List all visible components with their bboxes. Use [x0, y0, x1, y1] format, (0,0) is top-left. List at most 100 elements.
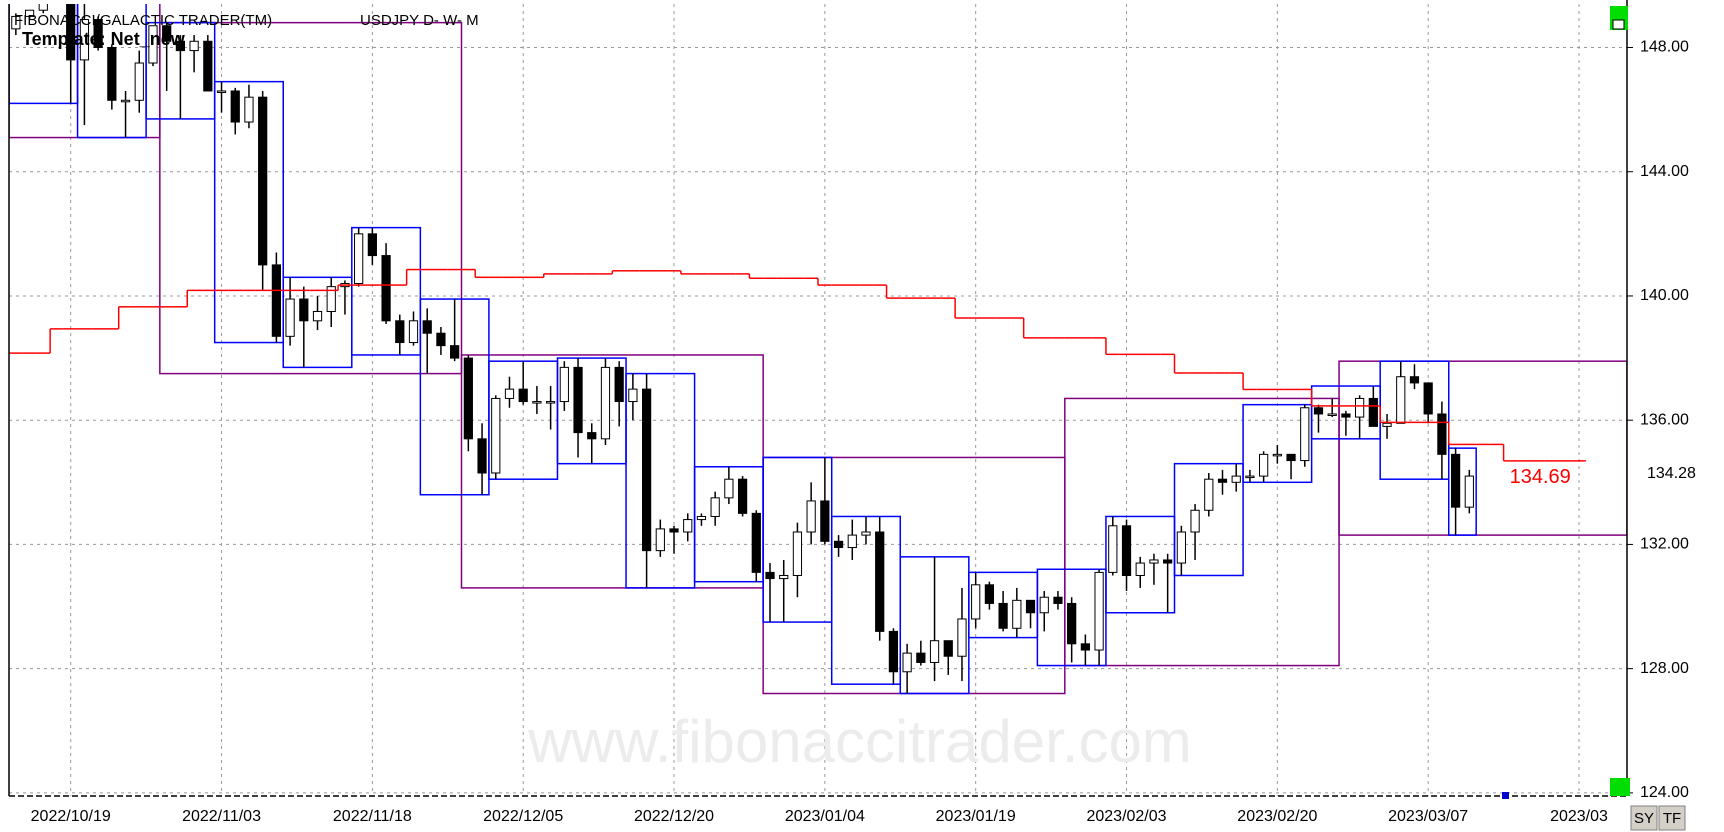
toolbar-button[interactable]	[1630, 805, 1658, 831]
x-tick-label: 2023/03/07	[1388, 808, 1468, 825]
candle-body	[175, 40, 186, 52]
weekly-box	[351, 226, 422, 356]
corner-marker-box	[1612, 19, 1625, 30]
candle-body	[751, 512, 761, 573]
candle-body	[888, 630, 899, 673]
candle-body	[436, 332, 446, 347]
candle-body	[1080, 643, 1090, 651]
candle-body	[367, 233, 377, 257]
weekly-box	[1173, 462, 1244, 577]
x-tick-label: 2022/11/18	[333, 808, 412, 825]
x-tick-label: 2022/10/19	[31, 808, 111, 825]
level-label: 134.69	[1510, 466, 1571, 488]
candle-body	[203, 40, 213, 92]
toolbar-button[interactable]	[1658, 805, 1686, 831]
toolbar-button-label: SY	[1634, 810, 1654, 827]
candle-body	[971, 584, 981, 620]
candle-body	[79, 19, 90, 61]
watermark: www.fibonaccitrader.com	[527, 708, 1192, 775]
candle-body	[710, 497, 720, 517]
candle-body	[600, 366, 611, 440]
candle-body	[655, 528, 665, 552]
chart-subtitle: USDJPY D- W- M	[360, 12, 479, 29]
candle-body	[1163, 559, 1173, 564]
candle-body	[312, 310, 323, 322]
candle-body	[1300, 407, 1310, 462]
candle-body	[1450, 453, 1461, 508]
weekly-box	[213, 80, 284, 344]
candle-body	[354, 233, 364, 285]
candle-body	[696, 515, 707, 521]
candle-body	[957, 618, 967, 657]
x-tick-label: 2022/12/05	[483, 808, 563, 825]
candle-body	[546, 401, 556, 404]
candle-body	[1464, 475, 1474, 508]
candle-body	[1313, 407, 1324, 415]
candle-body	[422, 320, 432, 334]
candle-body	[929, 640, 940, 663]
candle-body	[1245, 475, 1255, 479]
candle-body	[1149, 559, 1159, 564]
candle-body	[134, 62, 144, 101]
template-label: Template: Net_new	[22, 29, 186, 49]
plot-area	[9, 4, 1627, 695]
buttons: SY TF	[1630, 805, 1686, 831]
candle-body	[244, 96, 254, 123]
candle-body	[902, 652, 912, 673]
candle-body	[1053, 596, 1063, 604]
candle-body	[792, 531, 803, 576]
candle-body	[148, 25, 158, 64]
weekly-box	[1242, 403, 1313, 484]
monthly-box	[159, 21, 463, 375]
candle-body	[1355, 397, 1365, 418]
candle-body	[1368, 397, 1378, 427]
candle-body	[162, 25, 172, 42]
candle-body	[943, 640, 953, 657]
candle-body	[1108, 525, 1118, 573]
candle-body	[66, 4, 76, 61]
candle-body	[216, 90, 227, 93]
candle-body	[641, 388, 652, 552]
candle-body	[1396, 376, 1406, 424]
candle-body	[1409, 376, 1420, 384]
candle-body	[1025, 599, 1036, 614]
candle-body	[93, 19, 103, 48]
candle-body	[683, 519, 693, 533]
candle-body	[1423, 382, 1433, 415]
candle-body	[38, 4, 48, 11]
candle-body	[463, 357, 473, 440]
candle-body	[11, 15, 21, 30]
cursor-marker	[1502, 792, 1509, 799]
candle-body	[669, 528, 679, 533]
candle-body	[1341, 413, 1351, 418]
candle-body	[833, 540, 844, 549]
candle-body	[847, 534, 857, 549]
candle-body	[1286, 453, 1296, 462]
candle-body	[24, 9, 35, 17]
candle-body	[189, 40, 199, 52]
weekly-box	[1036, 568, 1107, 667]
candle-body	[984, 584, 995, 604]
candle-body	[1272, 453, 1282, 457]
chart-title: FIBONACCI/GALACTIC TRADER(TM)	[14, 12, 272, 29]
candle-body	[477, 438, 487, 474]
candle-body	[916, 652, 926, 663]
candle-body	[408, 320, 419, 344]
x-tick-label: 2023/02/20	[1237, 808, 1317, 825]
x-tick-label: 2023/01/04	[785, 808, 865, 825]
candle-body	[861, 531, 871, 536]
toolbar-button-label: TF	[1663, 810, 1681, 827]
candle-body	[1176, 531, 1186, 564]
candle-body	[1012, 599, 1022, 629]
axes: 124.00 128.00 132.00 136.00 140.00 144.00 148.…	[31, 39, 1696, 826]
candle-body	[737, 478, 748, 514]
candle-body	[724, 478, 734, 499]
candle-body	[299, 298, 309, 322]
candle-body	[518, 388, 528, 403]
candle-body	[491, 397, 501, 474]
candle-body	[107, 46, 117, 101]
corner-marker[interactable]	[1610, 778, 1630, 796]
x-tick-label: 2023/03	[1550, 808, 1608, 825]
candle-body	[1327, 413, 1337, 416]
